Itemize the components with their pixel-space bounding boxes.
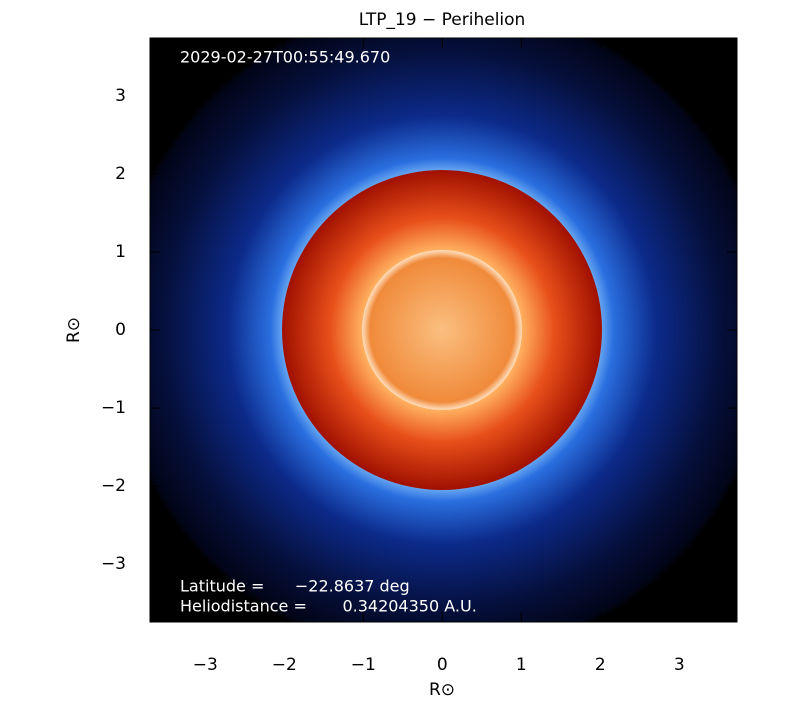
timestamp: 2029-02-27T00:55:49.670: [180, 48, 390, 67]
x-tick-label: 0: [437, 655, 448, 675]
x-tick-label: 2: [595, 655, 606, 675]
chart-title: LTP_19 − Perihelion: [359, 10, 526, 30]
y-tick-label: −3: [101, 554, 126, 574]
latitude: Latitude = −22.8637 deg: [180, 577, 410, 596]
solar-image: [150, 38, 737, 622]
y-tick-label: 1: [115, 242, 126, 262]
y-axis-label: R⊙: [64, 317, 84, 343]
x-tick-label: −2: [272, 655, 297, 675]
y-tick-label: −2: [101, 476, 126, 496]
y-tick-label: −1: [101, 398, 126, 418]
heliodistance: Heliodistance = 0.34204350 A.U.: [180, 597, 477, 616]
x-tick-label: −3: [193, 655, 218, 675]
x-tick-label: 1: [516, 655, 527, 675]
x-tick-label: −1: [351, 655, 376, 675]
y-tick-label: 0: [115, 320, 126, 340]
y-tick-label: 2: [115, 164, 126, 184]
x-axis-label: R⊙: [429, 680, 455, 700]
x-tick-label: 3: [674, 655, 685, 675]
y-tick-label: 3: [115, 86, 126, 106]
